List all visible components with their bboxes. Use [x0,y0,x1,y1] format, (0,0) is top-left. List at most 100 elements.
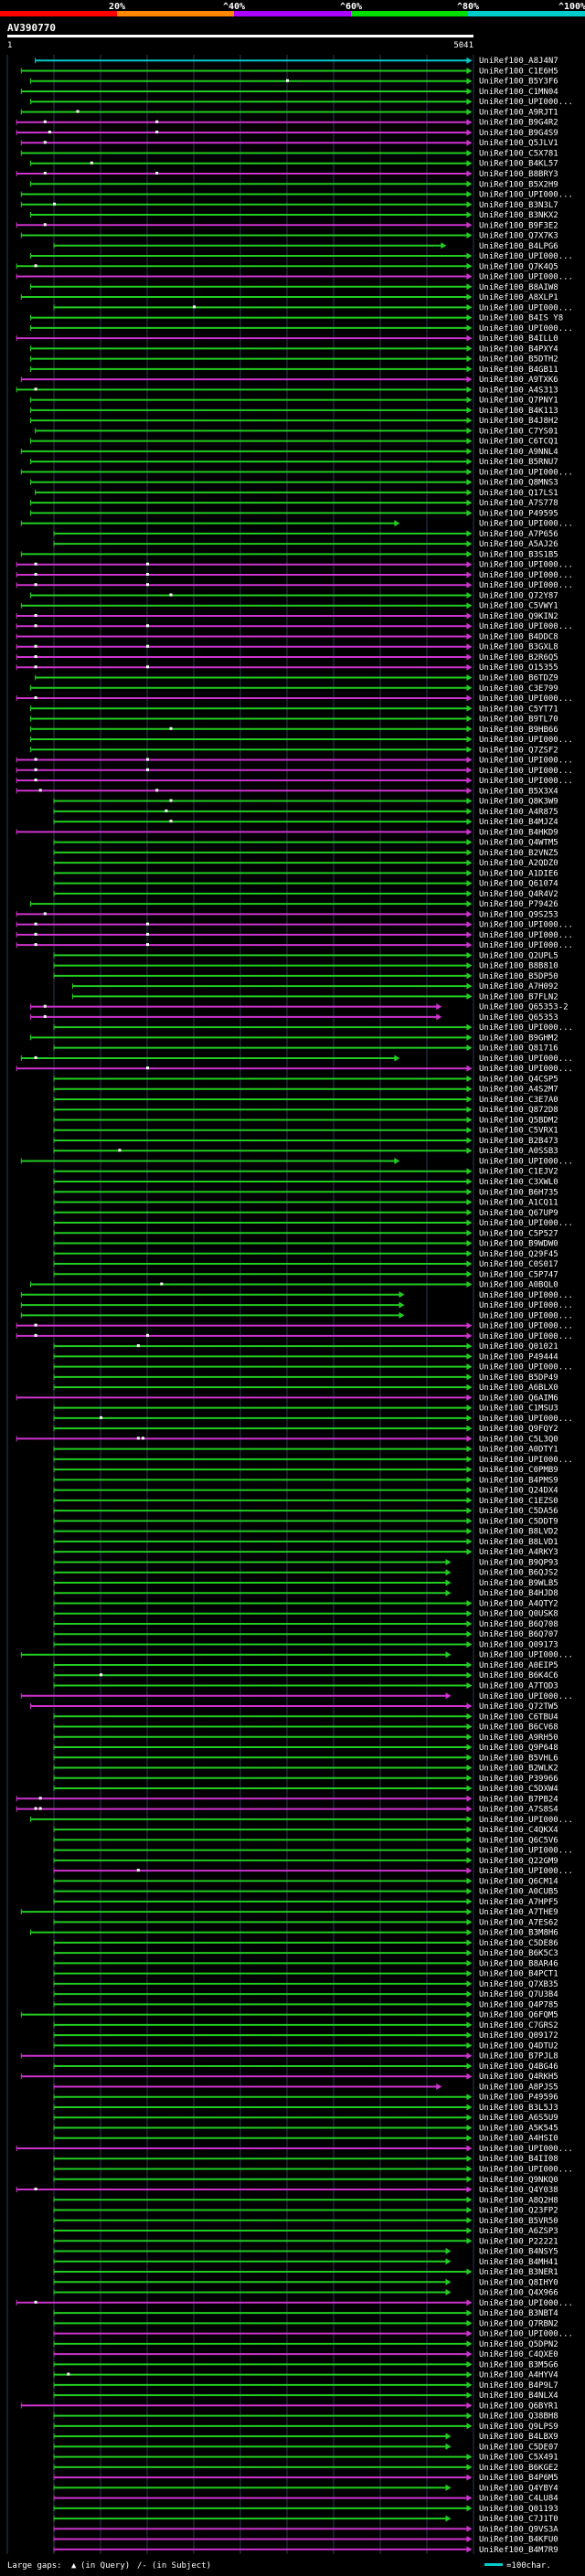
hit-row[interactable]: UniRef100_Q22GM9 [53,1857,558,1866]
hit-label[interactable]: UniRef100_A0EIP5 [479,1661,558,1670]
hit-row[interactable]: UniRef100_C7J1T0 [53,2515,558,2524]
hit-row[interactable]: UniRef100_Q6FQM5 [20,2011,558,2020]
hit-row[interactable]: UniRef100_P49596 [53,2094,558,2103]
hit-label[interactable]: UniRef100_Q38BH8 [479,2412,558,2422]
hit-label[interactable]: UniRef100_B4II08 [479,2155,558,2164]
hit-row[interactable]: UniRef100_UPI000... [16,2145,573,2154]
hit-row[interactable]: UniRef100_B6Q708 [53,1620,558,1629]
hit-row[interactable]: UniRef100_UPI000... [20,1301,573,1310]
hit-label[interactable]: UniRef100_B4P9L7 [479,2381,558,2390]
hit-row[interactable]: UniRef100_Q7XB35 [53,1980,558,1989]
hit-row[interactable]: UniRef100_C5VWY1 [20,602,558,611]
hit-label[interactable]: UniRef100_B6TDZ9 [479,673,558,683]
hit-label[interactable]: UniRef100_C1EZS0 [479,1497,558,1506]
hit-row[interactable]: UniRef100_C0S017 [53,1260,558,1269]
hit-row[interactable]: UniRef100_UPI000... [20,1692,573,1701]
hit-label[interactable]: UniRef100_B6K4C6 [479,1671,558,1680]
hit-label[interactable]: UniRef100_A8Q2H8 [479,2196,558,2205]
hit-row[interactable]: UniRef100_B8AR46 [53,1959,558,1968]
hit-label[interactable]: UniRef100_Q4X966 [479,2289,558,2298]
hit-row[interactable]: UniRef100_B4NLX4 [53,2391,558,2401]
hit-row[interactable]: UniRef100_C5X491 [53,2454,558,2463]
hit-label[interactable]: UniRef100_C5P747 [479,1270,558,1279]
hit-row[interactable]: UniRef100_UPI000... [53,2330,573,2339]
hit-row[interactable]: UniRef100_UPI000... [30,98,573,107]
hit-row[interactable]: UniRef100_UPI000... [16,941,573,950]
hit-label[interactable]: UniRef100_Q8MNS3 [479,479,558,488]
hit-label[interactable]: UniRef100_UPI000... [479,468,573,477]
hit-row[interactable]: UniRef100_UPI000... [53,1867,573,1876]
hit-label[interactable]: UniRef100_UPI000... [479,2299,573,2308]
hit-label[interactable]: UniRef100_B4ILL0 [479,334,558,344]
hit-row[interactable]: UniRef100_Q5JLV1 [20,139,558,148]
hit-row[interactable]: UniRef100_Q01193 [53,2505,558,2514]
hit-label[interactable]: UniRef100_UPI000... [479,191,573,200]
hit-row[interactable]: UniRef100_UPI000... [20,191,573,200]
hit-label[interactable]: UniRef100_Q22GM9 [479,1857,558,1866]
hit-label[interactable]: UniRef100_B9F3E2 [479,221,558,230]
hit-label[interactable]: UniRef100_B3L5J3 [479,2104,558,2113]
hit-label[interactable]: UniRef100_B4LPG6 [479,242,558,251]
hit-row[interactable]: UniRef100_A4S313 [16,386,558,395]
hit-row[interactable]: UniRef100_Q4Y038 [16,2186,558,2195]
hit-label[interactable]: UniRef100_Q4CSP5 [479,1075,558,1084]
hit-label[interactable]: UniRef100_A6S5U9 [479,2114,558,2123]
hit-row[interactable]: UniRef100_B8BRY3 [16,170,558,179]
hit-label[interactable]: UniRef100_UPI000... [479,2165,573,2174]
hit-label[interactable]: UniRef100_C5YT71 [479,705,558,714]
hit-label[interactable]: UniRef100_B4LBX9 [479,2433,558,2442]
hit-label[interactable]: UniRef100_A8XLP1 [479,293,558,302]
hit-row[interactable]: UniRef100_B2R6Q5 [16,653,558,663]
hit-row[interactable]: UniRef100_C1MN04 [20,88,558,97]
hit-label[interactable]: UniRef100_B4K113 [479,407,558,416]
hit-row[interactable]: UniRef100_P49595 [30,509,558,518]
hit-row[interactable]: UniRef100_B6TDZ9 [35,673,558,683]
hit-row[interactable]: UniRef100_UPI000... [16,581,573,590]
hit-row[interactable]: UniRef100_B4MH41 [53,2258,558,2267]
hit-label[interactable]: UniRef100_Q6CM14 [479,1877,558,1886]
hit-row[interactable]: UniRef100_C3E799 [30,684,558,694]
hit-label[interactable]: UniRef100_C1MSU3 [479,1405,558,1414]
hit-row[interactable]: UniRef100_B3N3L7 [20,201,558,210]
hit-label[interactable]: UniRef100_A9RH50 [479,1733,558,1743]
hit-label[interactable]: UniRef100_Q5JLV1 [479,139,558,148]
hit-row[interactable]: UniRef100_A1CQ11 [53,1199,558,1208]
hit-label[interactable]: UniRef100_Q7X7K3 [479,232,558,241]
hit-row[interactable]: UniRef100_C5DDT9 [53,1517,558,1526]
hit-label[interactable]: UniRef100_C1MN04 [479,88,558,97]
hit-row[interactable]: UniRef100_B4PCT1 [53,1970,558,1979]
hit-row[interactable]: UniRef100_Q7K4Q5 [16,262,558,271]
hit-row[interactable]: UniRef100_Q9KIN2 [16,612,558,621]
hit-label[interactable]: UniRef100_Q2UPL5 [479,951,558,960]
hit-row[interactable]: UniRef100_Q4CSP5 [53,1075,558,1084]
hit-label[interactable]: UniRef100_Q65353 [479,1013,558,1023]
hit-row[interactable]: UniRef100_UPI000... [16,273,573,282]
hit-label[interactable]: UniRef100_B5X2H9 [479,180,558,189]
hit-label[interactable]: UniRef100_UPI000... [479,921,573,930]
hit-row[interactable]: UniRef100_A7P656 [53,530,558,539]
hit-label[interactable]: UniRef100_B3M5G6 [479,2360,558,2369]
hit-label[interactable]: UniRef100_A7THE9 [479,1908,558,1917]
hit-label[interactable]: UniRef100_P39966 [479,1775,558,1784]
hit-row[interactable]: UniRef100_Q6AIM6 [16,1394,558,1403]
hit-label[interactable]: UniRef100_UPI000... [479,520,573,529]
hit-label[interactable]: UniRef100_UPI000... [479,1023,573,1033]
hit-label[interactable]: UniRef100_UPI000... [479,1311,573,1320]
hit-row[interactable]: UniRef100_B8LVD1 [53,1538,558,1547]
hit-row[interactable]: UniRef100_A6BLX0 [53,1383,558,1393]
hit-label[interactable]: UniRef100_A9RJT1 [479,108,558,117]
hit-label[interactable]: UniRef100_P22221 [479,2237,558,2246]
hit-label[interactable]: UniRef100_UPI000... [479,1322,573,1331]
hit-label[interactable]: UniRef100_UPI000... [479,694,573,704]
hit-row[interactable]: UniRef100_B4HJD8 [53,1589,558,1598]
hit-row[interactable]: UniRef100_C3E7A0 [53,1096,558,1105]
hit-row[interactable]: UniRef100_UPI000... [16,767,573,776]
hit-row[interactable]: UniRef100_Q4RKH5 [20,2072,558,2082]
hit-label[interactable]: UniRef100_B3M8H6 [479,1929,558,1938]
hit-label[interactable]: UniRef100_A7P656 [479,530,558,539]
hit-label[interactable]: UniRef100_Q01193 [479,2505,558,2514]
hit-row[interactable]: UniRef100_B3NER1 [53,2268,558,2277]
hit-label[interactable]: UniRef100_Q6FQM5 [479,2011,558,2020]
hit-label[interactable]: UniRef100_B4PXY4 [479,345,558,354]
hit-row[interactable]: UniRef100_B6K4C6 [53,1671,558,1680]
